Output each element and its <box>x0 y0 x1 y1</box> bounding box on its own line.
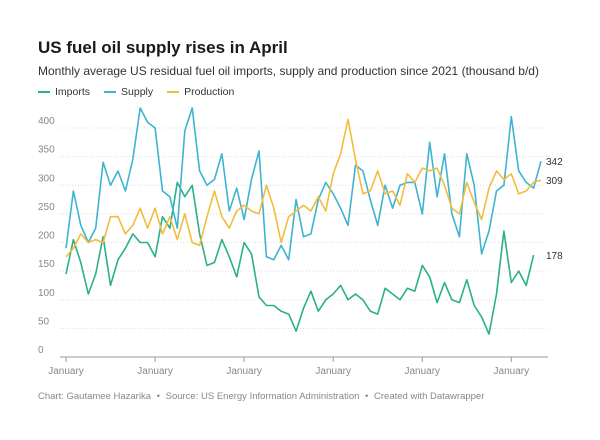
y-tick-label: 200 <box>38 231 55 242</box>
chart-subtitle: Monthly average US residual fuel oil imp… <box>38 64 539 78</box>
footer-separator: • <box>365 391 369 402</box>
end-label-supply: 342 <box>546 157 563 168</box>
y-tick-label: 50 <box>38 316 50 327</box>
y-tick-label: 350 <box>38 145 55 156</box>
legend-item-supply: Supply <box>104 86 153 98</box>
footer-chart-by: Chart: Gautamee Hazarika <box>38 391 151 402</box>
legend: Imports Supply Production <box>38 86 234 98</box>
y-tick-label: 150 <box>38 259 55 270</box>
y-tick-label: 300 <box>38 173 55 184</box>
x-tick-label: January <box>315 366 351 377</box>
series-line-production <box>65 118 542 258</box>
y-tick-label: 100 <box>38 288 55 299</box>
legend-swatch-imports <box>38 91 50 93</box>
y-tick-label: 400 <box>38 116 55 127</box>
y-tick-label: 0 <box>38 345 44 356</box>
chart-footer: Chart: Gautamee Hazarika • Source: US En… <box>38 391 484 402</box>
series-line-supply <box>65 107 542 261</box>
legend-label-production: Production <box>184 86 235 98</box>
end-label-production: 309 <box>546 176 563 187</box>
footer-separator: • <box>156 391 160 402</box>
footer-source: Source: US Energy Information Administra… <box>165 391 360 402</box>
x-tick-label: January <box>48 366 84 377</box>
footer-created-with: Created with Datawrapper <box>374 391 485 402</box>
legend-swatch-supply <box>104 91 117 93</box>
legend-label-imports: Imports <box>55 86 91 98</box>
x-tick-label: January <box>226 366 262 377</box>
y-tick-label: 250 <box>38 202 55 213</box>
legend-swatch-production <box>167 91 180 93</box>
legend-label-supply: Supply <box>121 86 154 98</box>
legend-item-production: Production <box>167 86 234 98</box>
end-label-imports: 178 <box>546 251 563 262</box>
series-line-imports <box>65 181 535 335</box>
x-tick-label: January <box>404 366 440 377</box>
x-tick-label: January <box>494 366 530 377</box>
legend-item-imports: Imports <box>38 86 90 98</box>
chart-title: US fuel oil supply rises in April <box>38 38 288 57</box>
x-tick-label: January <box>137 366 173 377</box>
